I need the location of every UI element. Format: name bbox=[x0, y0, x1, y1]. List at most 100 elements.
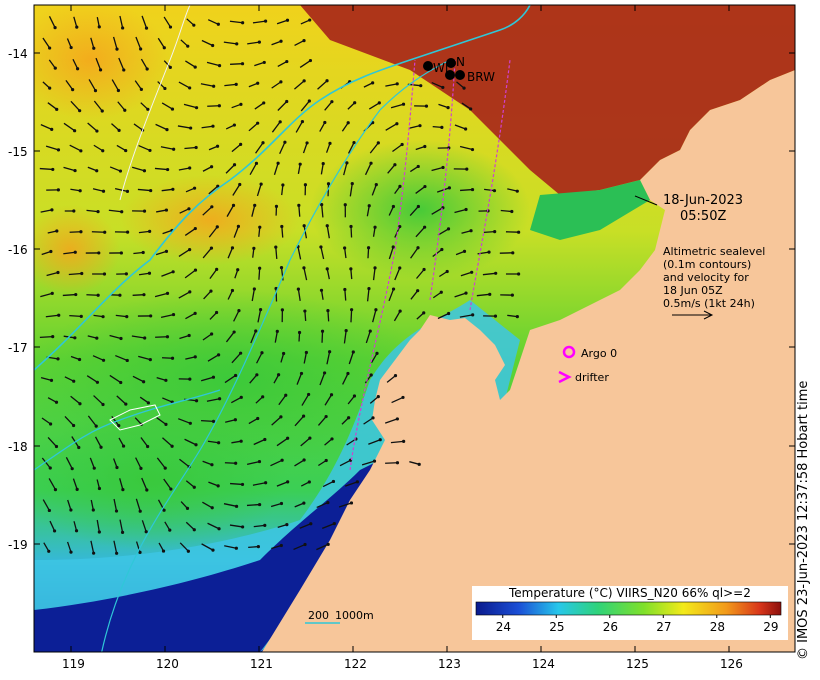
velocity-arrow bbox=[65, 80, 74, 90]
colorbar-tick-label: 28 bbox=[710, 620, 725, 634]
velocity-arrowhead bbox=[233, 418, 237, 422]
velocity-arrowhead bbox=[395, 461, 400, 465]
velocity-arrow bbox=[89, 457, 95, 469]
velocity-arrow bbox=[118, 57, 125, 71]
velocity-arrowhead bbox=[148, 148, 152, 153]
velocity-arrow bbox=[297, 164, 301, 174]
velocity-arrow bbox=[271, 544, 282, 550]
velocity-arrowhead bbox=[209, 246, 214, 250]
velocity-arrowhead bbox=[117, 423, 121, 428]
velocity-arrowhead bbox=[138, 550, 142, 554]
time-label: 05:50Z bbox=[680, 209, 726, 224]
velocity-arrow bbox=[138, 355, 151, 361]
velocity-arrow bbox=[350, 226, 353, 238]
velocity-arrow bbox=[344, 289, 347, 301]
velocity-arrow bbox=[460, 271, 472, 277]
velocity-arrowhead bbox=[171, 270, 175, 274]
velocity-arrowhead bbox=[193, 311, 197, 315]
velocity-arrow bbox=[117, 101, 126, 111]
velocity-arrowhead bbox=[216, 184, 220, 188]
velocity-arrowhead bbox=[162, 46, 166, 50]
velocity-arrowhead bbox=[211, 43, 215, 48]
velocity-arrowhead bbox=[164, 249, 169, 253]
velocity-arrow bbox=[388, 288, 395, 302]
velocity-arrowhead bbox=[285, 18, 290, 22]
velocity-arrow bbox=[160, 146, 174, 150]
velocity-arrow bbox=[66, 541, 72, 553]
velocity-arrow bbox=[108, 209, 122, 213]
velocity-arrow bbox=[226, 205, 235, 217]
velocity-arrow bbox=[73, 521, 78, 531]
velocity-arrowhead bbox=[165, 335, 170, 339]
velocity-arrowhead bbox=[168, 25, 173, 29]
velocity-arrowhead bbox=[446, 227, 451, 231]
velocity-arrow bbox=[48, 478, 57, 490]
velocity-arrow bbox=[202, 460, 213, 466]
velocity-arrowhead bbox=[53, 66, 57, 70]
velocity-arrow bbox=[230, 396, 242, 404]
velocity-arrowhead bbox=[366, 246, 371, 250]
velocity-arrowhead bbox=[256, 81, 260, 85]
velocity-arrowhead bbox=[92, 551, 96, 555]
velocity-arrowhead bbox=[296, 287, 300, 291]
velocity-arrow bbox=[271, 40, 282, 46]
velocity-arrowhead bbox=[375, 351, 379, 355]
velocity-arrowhead bbox=[194, 106, 199, 110]
velocity-arrowhead bbox=[143, 336, 147, 340]
velocity-arrow bbox=[281, 226, 284, 238]
velocity-arrowhead bbox=[77, 445, 81, 450]
velocity-arrow bbox=[179, 542, 189, 552]
velocity-arrowhead bbox=[240, 62, 245, 66]
velocity-arrow bbox=[249, 374, 258, 384]
velocity-arrowhead bbox=[308, 58, 313, 63]
velocity-arrowhead bbox=[171, 187, 175, 191]
velocity-arrowhead bbox=[145, 67, 149, 71]
velocity-arrowhead bbox=[416, 289, 420, 293]
velocity-arrow bbox=[408, 125, 421, 129]
velocity-arrow bbox=[225, 331, 235, 343]
velocity-arrowhead bbox=[419, 84, 423, 88]
velocity-arrowhead bbox=[274, 204, 279, 208]
velocity-arrowhead bbox=[303, 309, 307, 313]
velocity-arrowhead bbox=[93, 88, 98, 93]
velocity-arrowhead bbox=[192, 23, 196, 27]
velocity-arrow bbox=[294, 459, 305, 467]
velocity-arrowhead bbox=[124, 272, 128, 276]
velocity-arrow bbox=[114, 188, 128, 192]
velocity-arrowhead bbox=[391, 287, 396, 291]
velocity-arrowhead bbox=[395, 122, 399, 126]
velocity-arrow bbox=[66, 38, 72, 48]
argo-marker bbox=[562, 345, 576, 359]
velocity-arrow bbox=[248, 122, 259, 132]
velocity-arrowhead bbox=[487, 250, 491, 254]
velocity-arrowhead bbox=[123, 108, 127, 112]
velocity-arrow bbox=[275, 247, 278, 259]
velocity-arrowhead bbox=[95, 169, 99, 173]
argo-label: Argo 0 bbox=[581, 347, 617, 360]
velocity-arrow bbox=[393, 310, 401, 322]
velocity-arrowhead bbox=[259, 182, 263, 186]
velocity-arrowhead bbox=[326, 542, 330, 546]
velocity-arrow bbox=[73, 16, 78, 28]
velocity-arrowhead bbox=[517, 230, 521, 234]
velocity-arrow bbox=[246, 460, 260, 466]
velocity-arrow bbox=[185, 60, 196, 68]
velocity-arrowhead bbox=[95, 380, 100, 384]
velocity-arrow bbox=[164, 521, 171, 531]
velocity-arrowhead bbox=[345, 161, 349, 165]
velocity-arrowhead bbox=[374, 183, 378, 187]
green-band bbox=[310, 140, 530, 280]
velocity-arrowhead bbox=[325, 224, 329, 228]
velocity-arrowhead bbox=[96, 293, 100, 297]
velocity-arrowhead bbox=[215, 310, 219, 315]
velocity-arrowhead bbox=[50, 291, 54, 295]
velocity-arrowhead bbox=[239, 395, 243, 399]
velocity-arrowhead bbox=[439, 290, 443, 294]
velocity-arrow bbox=[49, 520, 56, 532]
velocity-arrow bbox=[64, 416, 75, 426]
velocity-arrow bbox=[369, 142, 379, 154]
velocity-arrowhead bbox=[470, 270, 474, 274]
velocity-arrow bbox=[157, 37, 165, 49]
velocity-arrowhead bbox=[401, 102, 406, 106]
velocity-arrow bbox=[461, 230, 472, 234]
